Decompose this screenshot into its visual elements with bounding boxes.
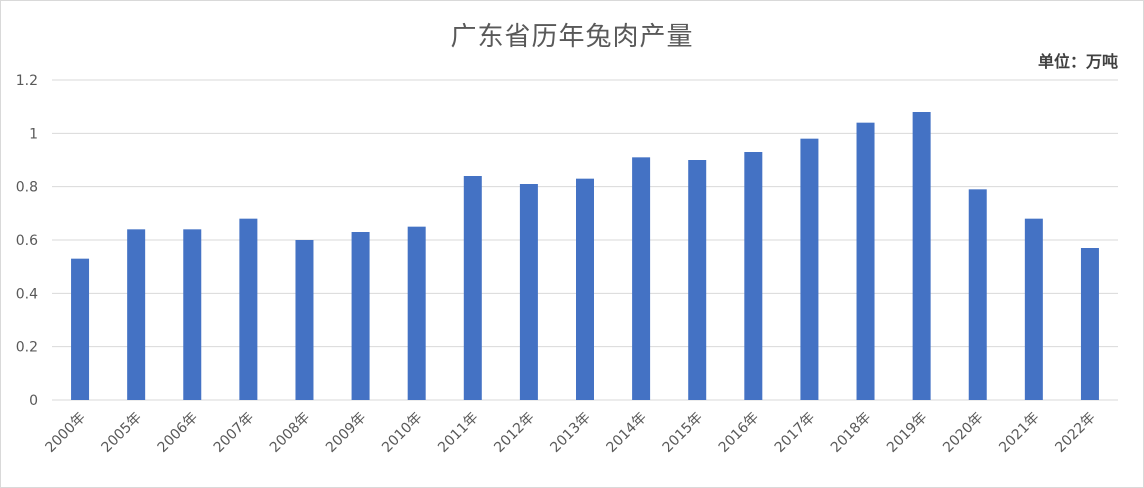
x-tick-label: 2020年	[940, 410, 986, 456]
bar	[688, 160, 707, 400]
y-tick-label: 0.4	[16, 286, 38, 302]
bar	[239, 218, 258, 400]
x-tick-label: 2013年	[547, 410, 593, 456]
x-tick-label: 2010年	[379, 410, 425, 456]
x-tick-label: 2016年	[716, 410, 762, 456]
x-tick-label: 2017年	[772, 410, 818, 456]
x-axis-ticks: 2000年 2005年 2006年 2007年 2008年 2009年 2010年 2011年…	[42, 410, 1098, 456]
x-tick-label: 2008年	[267, 410, 313, 456]
bar	[127, 229, 146, 400]
x-tick-label: 2006年	[155, 410, 201, 456]
x-tick-label: 2012年	[491, 410, 537, 456]
bar	[576, 178, 594, 400]
x-tick-label: 2000年	[42, 410, 88, 456]
bar	[295, 240, 314, 400]
x-tick-label: 2011年	[435, 410, 481, 456]
bar	[71, 258, 90, 400]
bar	[968, 189, 987, 400]
x-tick-label: 2014年	[604, 410, 650, 456]
bar	[856, 122, 875, 401]
x-tick-label: 2019年	[884, 410, 930, 456]
bar	[519, 184, 538, 400]
y-tick-label: 0	[29, 393, 38, 409]
bars	[71, 112, 1099, 401]
x-tick-label: 2018年	[828, 410, 874, 456]
bar	[800, 138, 819, 400]
y-tick-label: 0.6	[16, 233, 38, 249]
bar	[744, 152, 763, 400]
bar	[1024, 218, 1043, 400]
x-tick-label: 2022年	[1052, 410, 1098, 456]
x-tick-label: 2015年	[660, 410, 706, 456]
y-axis-ticks: 0 0.2 0.4 0.6 0.8 1 1.2	[16, 73, 38, 409]
x-tick-label: 2005年	[99, 410, 145, 456]
bar	[463, 176, 482, 400]
bar	[351, 232, 370, 400]
chart-title: 广东省历年兔肉产量	[450, 22, 694, 52]
bar	[183, 229, 202, 400]
bar	[407, 226, 426, 400]
x-tick-label: 2009年	[323, 410, 369, 456]
y-tick-label: 1.2	[16, 73, 38, 89]
unit-label: 单位：万吨	[1037, 52, 1118, 71]
bar	[1080, 248, 1099, 400]
x-tick-label: 2007年	[211, 410, 257, 456]
x-tick-label: 2021年	[996, 410, 1042, 456]
bar	[912, 112, 931, 400]
y-tick-label: 0.8	[16, 180, 38, 196]
bar	[632, 157, 651, 400]
y-tick-label: 0.2	[16, 340, 38, 356]
y-tick-label: 1	[29, 126, 38, 142]
